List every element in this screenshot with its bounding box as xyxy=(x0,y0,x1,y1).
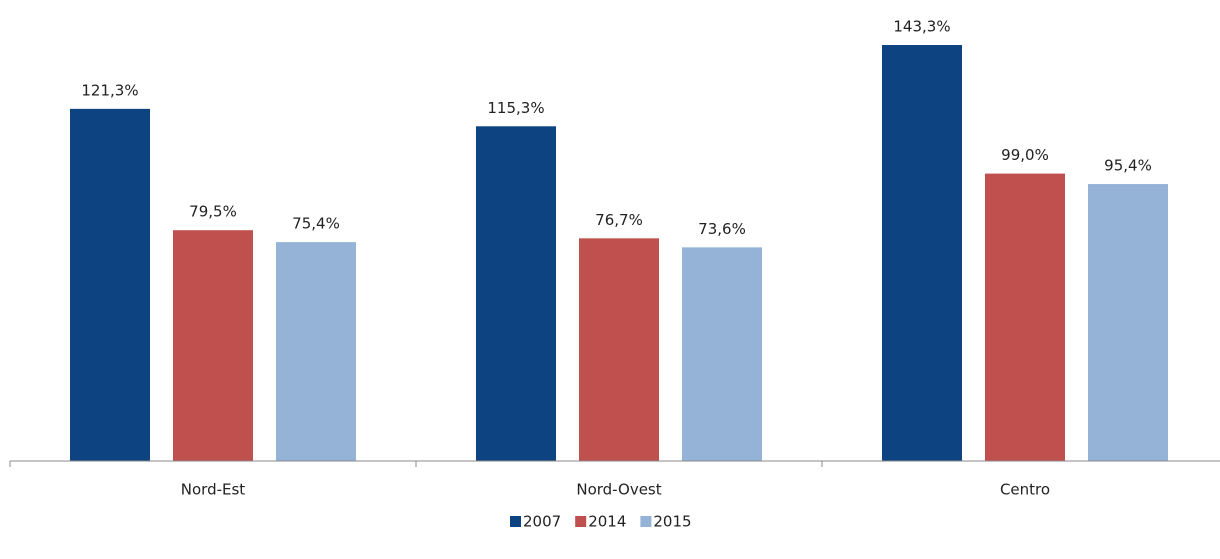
value-label: 121,3% xyxy=(81,81,138,99)
value-label: 95,4% xyxy=(1104,157,1152,175)
value-label: 99,0% xyxy=(1001,146,1049,164)
bar xyxy=(476,126,556,461)
legend-swatch xyxy=(510,516,521,527)
value-label: 76,7% xyxy=(595,211,643,229)
bar xyxy=(276,242,356,461)
bar xyxy=(579,238,659,461)
value-label: 79,5% xyxy=(189,203,237,221)
bar xyxy=(985,173,1065,461)
x-tick-label: Nord-Est xyxy=(181,481,246,499)
value-label: 75,4% xyxy=(292,215,340,233)
bar xyxy=(1088,184,1168,462)
bar xyxy=(70,108,150,461)
legend-label: 2007 xyxy=(523,513,561,531)
x-tick-label: Nord-Ovest xyxy=(576,481,661,499)
bar xyxy=(882,45,962,461)
legend-swatch xyxy=(640,516,652,527)
value-label: 73,6% xyxy=(698,220,746,238)
legend-label: 2015 xyxy=(653,513,691,531)
value-label: 143,3% xyxy=(893,18,950,36)
bar xyxy=(682,247,762,461)
legend-swatch xyxy=(575,516,587,527)
legend-label: 2014 xyxy=(588,513,626,531)
value-label: 115,3% xyxy=(487,99,544,117)
x-tick-label: Centro xyxy=(1000,481,1050,499)
bar xyxy=(173,230,253,461)
